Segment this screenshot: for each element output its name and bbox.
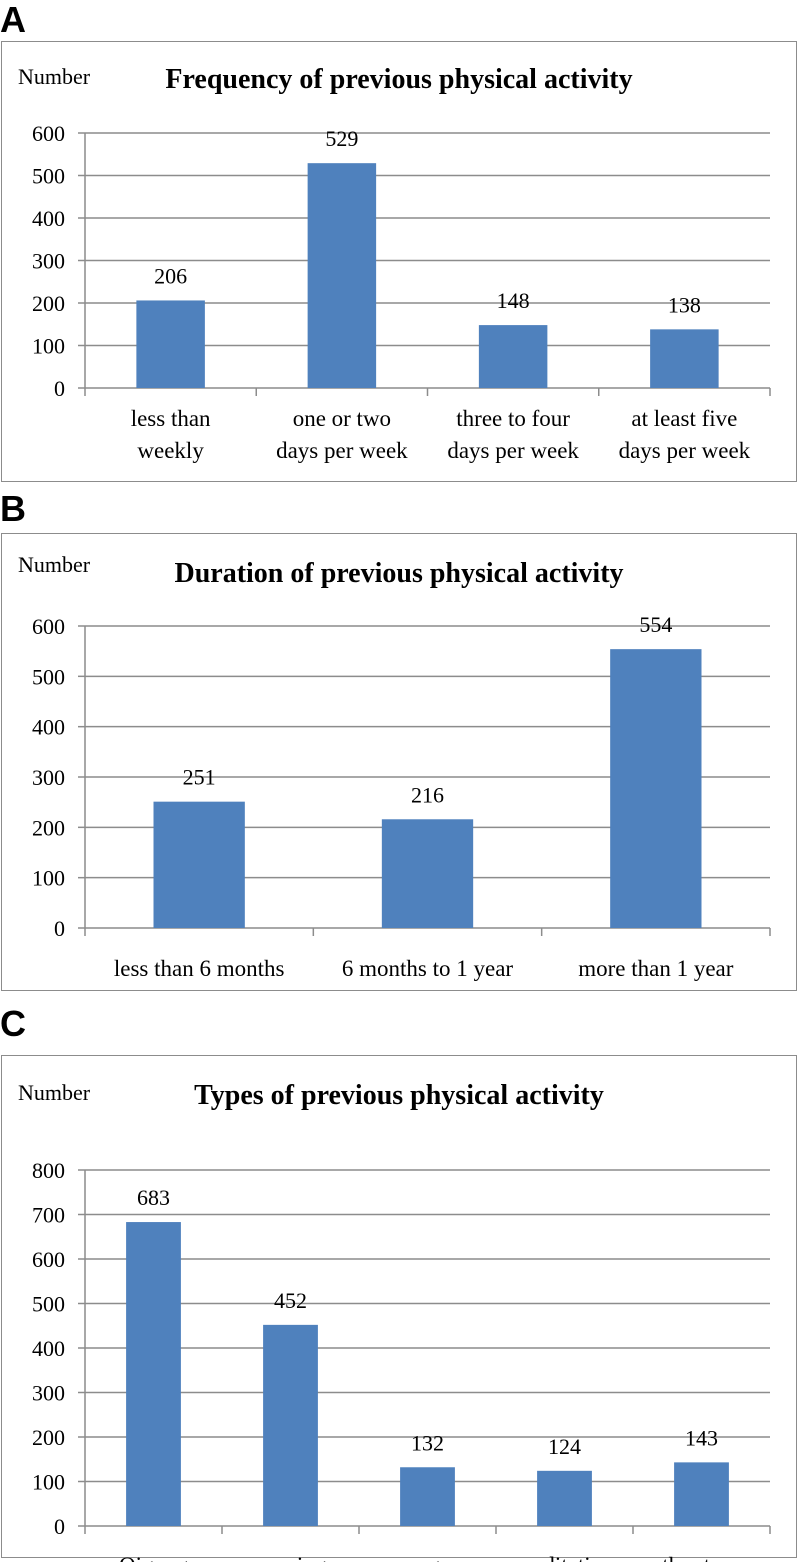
panel-a-y-tick-label: 400 bbox=[32, 206, 65, 231]
panel-b-data-label: 216 bbox=[411, 782, 444, 807]
panel-a-chart: Number Frequency of previous physical ac… bbox=[1, 41, 797, 482]
panel-b-y-tick-label: 600 bbox=[32, 614, 65, 639]
panel-c-data-label: 683 bbox=[137, 1185, 170, 1210]
panel-c-bar bbox=[126, 1222, 181, 1526]
panel-c-chart: Number Types of previous physical activi… bbox=[1, 1055, 797, 1562]
panel-b-bar bbox=[381, 819, 474, 928]
panel-b-y-tick-label: 0 bbox=[54, 916, 65, 941]
panel-a-category-label: at least five bbox=[631, 406, 737, 431]
panel-a-chart-title: Frequency of previous physical activity bbox=[165, 64, 633, 95]
panel-a-y-tick-label: 300 bbox=[32, 249, 65, 274]
panel-a-category-label: one or two bbox=[293, 406, 391, 431]
panel-a-bar bbox=[136, 300, 205, 388]
panel-b-category-label: more than 1 year bbox=[578, 956, 734, 981]
panel-c-category-label: yoga bbox=[405, 1553, 450, 1562]
panel-c-category-label: Qigong bbox=[119, 1553, 189, 1562]
panel-b-y-tick-label: 200 bbox=[32, 815, 65, 840]
panel-c-y-tick-label: 0 bbox=[54, 1514, 65, 1539]
panel-b-category-label: 6 months to 1 year bbox=[342, 956, 514, 981]
panel-c-y-tick-label: 100 bbox=[32, 1470, 65, 1495]
panel-b-chart-title: Duration of previous physical activity bbox=[174, 558, 624, 589]
panel-a-category-label: three to four bbox=[456, 406, 570, 431]
panel-c-y-tick-label: 600 bbox=[32, 1247, 65, 1272]
panel-c-y-tick-label: 300 bbox=[32, 1381, 65, 1406]
panel-b-bar bbox=[610, 649, 702, 928]
panel-a-y-tick-label: 0 bbox=[54, 376, 65, 401]
panel-a-y-tick-label: 100 bbox=[32, 334, 65, 359]
panel-c-category-label: other types bbox=[651, 1553, 753, 1562]
panel-b-y-tick-label: 400 bbox=[32, 715, 65, 740]
panel-a-category-label: days per week bbox=[447, 438, 579, 463]
panel-b-category-label: less than 6 months bbox=[114, 956, 285, 981]
panel-b-chart: Number Duration of previous physical act… bbox=[1, 533, 797, 991]
panel-c-y-tick-label: 700 bbox=[32, 1203, 65, 1228]
panel-a-category-label: days per week bbox=[276, 438, 408, 463]
panel-c-bar bbox=[674, 1462, 729, 1526]
panel-a-data-label: 138 bbox=[668, 292, 701, 317]
panel-c-data-label: 132 bbox=[411, 1430, 444, 1455]
panel-c-y-axis-label: Number bbox=[18, 1080, 91, 1105]
panel-c-chart-title: Types of previous physical activity bbox=[194, 1080, 604, 1111]
panel-c-data-label: 143 bbox=[685, 1425, 718, 1450]
panel-b-y-tick-label: 100 bbox=[32, 866, 65, 891]
panel-c-y-tick-label: 400 bbox=[32, 1336, 65, 1361]
panel-b-y-tick-label: 500 bbox=[32, 664, 65, 689]
panel-a-category-label: days per week bbox=[619, 438, 751, 463]
panel-a-data-label: 206 bbox=[154, 263, 187, 288]
panel-a-data-label: 148 bbox=[497, 288, 530, 313]
panel-b-y-axis-label: Number bbox=[18, 552, 91, 577]
panel-b-data-label: 251 bbox=[183, 765, 216, 790]
panel-c-bar bbox=[400, 1467, 455, 1526]
panel-b-y-tick-label: 300 bbox=[32, 765, 65, 790]
panel-a-plot-area: 0 100 200 300 400 500 600 206 less than weekly 529… bbox=[32, 121, 771, 463]
panel-c-data-label: 124 bbox=[548, 1434, 581, 1459]
panel-a-category-label: less than bbox=[131, 406, 211, 431]
panel-a-data-label: 529 bbox=[325, 126, 358, 151]
panel-b-bar bbox=[153, 801, 245, 928]
panel-c-y-tick-label: 200 bbox=[32, 1425, 65, 1450]
panel-a-category-label: weekly bbox=[137, 438, 204, 463]
panel-c-category-label: meditation bbox=[515, 1553, 614, 1562]
panel-c-plot-area: 0 100 200 300 400 500 600 700 800 683 Qigong 452 run… bbox=[32, 1158, 771, 1562]
panel-a-y-tick-label: 600 bbox=[32, 121, 65, 146]
panel-c-bar bbox=[263, 1324, 318, 1526]
panel-c-letter: C bbox=[0, 1003, 26, 1044]
panel-a-y-tick-label: 500 bbox=[32, 164, 65, 189]
panel-c-bar bbox=[537, 1470, 592, 1526]
panel-c-y-tick-label: 500 bbox=[32, 1292, 65, 1317]
panel-a-bar bbox=[650, 329, 719, 388]
panel-b-plot-area: 0 100 200 300 400 500 600 251 less than 6 months… bbox=[32, 612, 771, 981]
panel-a-bar bbox=[307, 163, 377, 388]
panel-a-y-axis-label: Number bbox=[18, 64, 91, 89]
panel-a-y-tick-label: 200 bbox=[32, 291, 65, 316]
panel-a-letter: A bbox=[0, 0, 26, 40]
panel-b-data-label: 554 bbox=[639, 612, 672, 637]
panel-c-data-label: 452 bbox=[274, 1288, 307, 1313]
panel-a-bar bbox=[478, 325, 548, 388]
panel-c-category-label: running bbox=[255, 1553, 327, 1562]
panel-c-y-tick-label: 800 bbox=[32, 1158, 65, 1183]
panel-b-letter: B bbox=[0, 488, 26, 529]
